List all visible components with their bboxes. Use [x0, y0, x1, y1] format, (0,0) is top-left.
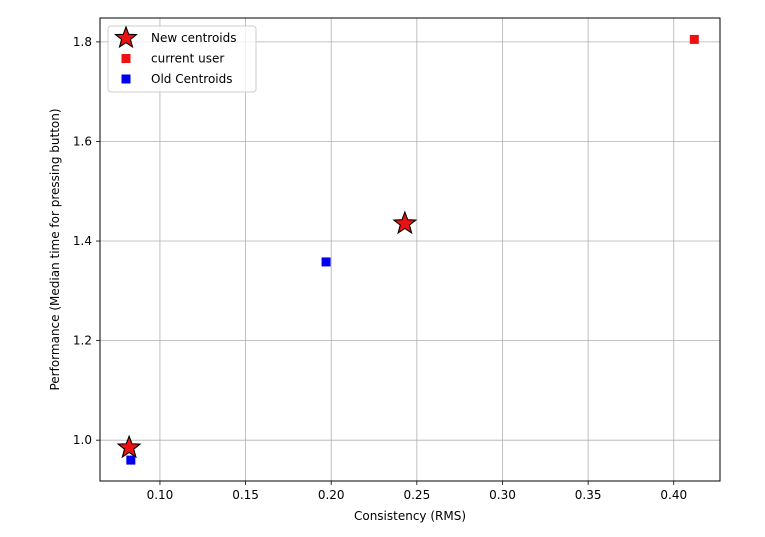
x-tick-label: 0.40: [660, 488, 687, 502]
legend-marker-old-centroids: [121, 74, 131, 84]
y-tick-label: 1.8: [73, 35, 92, 49]
x-tick-label: 0.30: [489, 488, 516, 502]
legend-label-old-centroids: Old Centroids: [151, 72, 233, 86]
x-axis-label: Consistency (RMS): [354, 509, 466, 523]
current-user-point: [689, 34, 699, 44]
x-tick-label: 0.25: [403, 488, 430, 502]
new-centroids-point: [116, 434, 142, 459]
legend-marker-new-centroids: [114, 25, 138, 49]
grid-lines: [100, 18, 720, 481]
new-centroids-point: [392, 210, 418, 235]
legend-box: [107, 25, 257, 93]
y-tick-label: 1.0: [73, 433, 92, 447]
y-tick-label: 1.2: [73, 334, 92, 348]
y-axis-label: Performance (Median time for pressing bu…: [48, 108, 62, 390]
legend-marker-current-user: [121, 54, 131, 63]
y-tick-label: 1.4: [73, 234, 92, 248]
axis-ticks: 0.10 0.15 0.20 0.25 0.30 0.35 0.40 1.0 1.2 1.4 1.6…: [73, 35, 687, 502]
data-points: [116, 34, 699, 465]
old-centroids-point: [321, 257, 331, 267]
x-tick-label: 0.20: [318, 488, 345, 502]
legend-label-current-user: current user: [151, 52, 224, 66]
x-tick-label: 0.10: [147, 488, 174, 502]
old-centroids-point: [126, 455, 136, 465]
x-tick-label: 0.35: [575, 488, 602, 502]
legend: New centroids current user Old Centroids: [107, 25, 257, 93]
x-tick-label: 0.15: [232, 488, 259, 502]
y-tick-label: 1.6: [73, 134, 92, 148]
plot-area-frame: [99, 17, 721, 482]
legend-label-new-centroids: New centroids: [151, 31, 237, 45]
